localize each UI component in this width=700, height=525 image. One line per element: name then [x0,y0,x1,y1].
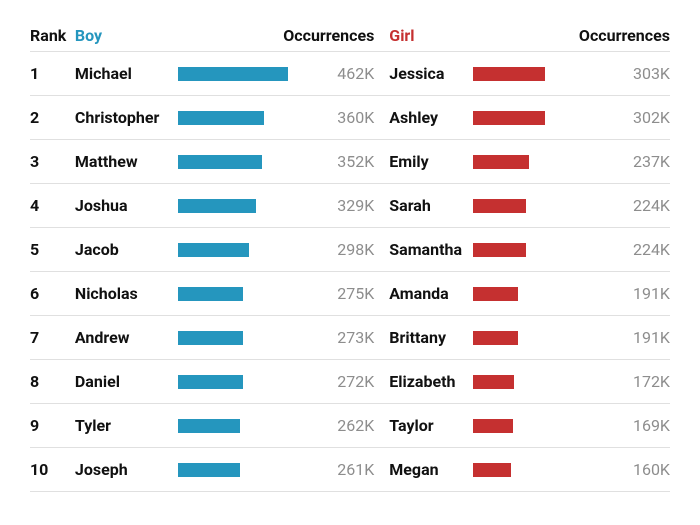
boy-value: 275K [281,284,375,303]
rank-cell: 6 [30,284,75,303]
boy-name: Nicholas [75,284,178,303]
boy-value: 273K [281,328,375,347]
girl-value: 224K [576,196,670,215]
table-row: 4Joshua 329K Sarah 224K [30,184,670,228]
rank-cell: 1 [30,64,75,83]
girl-name: Elizabeth [389,372,473,391]
girl-bar [473,243,576,257]
table-row: 10Joseph 261K Megan 160K [30,448,670,492]
rank-cell: 7 [30,328,75,347]
name-ranking-chart: Rank Boy Occurrences Girl Occurrences 1M… [0,0,700,525]
header-girl: Girl [389,26,473,45]
girl-name: Emily [389,152,473,171]
header-row: Rank Boy Occurrences Girl Occurrences [30,20,670,52]
boy-value: 352K [281,152,375,171]
header-occurrences-boy: Occurrences [281,26,375,45]
girl-value: 302K [576,108,670,127]
rank-cell: 8 [30,372,75,391]
boy-bar [178,375,281,389]
table-row: 3Matthew 352K Emily 237K [30,140,670,184]
girl-name: Sarah [389,196,473,215]
girl-value: 160K [576,460,670,479]
girl-value: 224K [576,240,670,259]
girl-bar [473,155,576,169]
rank-cell: 5 [30,240,75,259]
girl-name: Amanda [389,284,473,303]
table-row: 6Nicholas 275K Amanda 191K [30,272,670,316]
header-occurrences-girl: Occurrences [576,26,670,45]
rank-cell: 2 [30,108,75,127]
table-row: 5Jacob 298K Samantha 224K [30,228,670,272]
boy-value: 462K [281,64,375,83]
table-row: 9Tyler 262K Taylor 169K [30,404,670,448]
table-row: 8Daniel 272K Elizabeth 172K [30,360,670,404]
boy-name: Jacob [75,240,178,259]
boy-name: Christopher [75,108,178,127]
girl-name: Megan [389,460,473,479]
boy-bar [178,155,281,169]
table-row: 7Andrew 273K Brittany 191K [30,316,670,360]
header-rank: Rank [30,26,75,45]
girl-bar [473,331,576,345]
girl-value: 237K [576,152,670,171]
table-row: 1Michael 462K Jessica 303K [30,52,670,96]
girl-name: Ashley [389,108,473,127]
header-boy: Boy [75,26,178,45]
girl-name: Brittany [389,328,473,347]
boy-bar [178,287,281,301]
boy-name: Tyler [75,416,178,435]
girl-name: Taylor [389,416,473,435]
girl-bar [473,375,576,389]
boy-value: 298K [281,240,375,259]
boy-value: 360K [281,108,375,127]
girl-name: Samantha [389,240,473,259]
girl-value: 169K [576,416,670,435]
boy-name: Joseph [75,460,178,479]
girl-value: 172K [576,372,670,391]
girl-name: Jessica [389,64,473,83]
table-row: 2Christopher 360K Ashley 302K [30,96,670,140]
boy-value: 329K [281,196,375,215]
boy-value: 262K [281,416,375,435]
boy-name: Matthew [75,152,178,171]
boy-name: Andrew [75,328,178,347]
boy-bar [178,463,281,477]
girl-value: 191K [576,328,670,347]
boy-value: 272K [281,372,375,391]
girl-bar [473,287,576,301]
girl-bar [473,67,576,81]
girl-bar [473,199,576,213]
boy-bar [178,419,281,433]
boy-bar [178,243,281,257]
girl-bar [473,111,576,125]
boy-bar [178,331,281,345]
rows-container: 1Michael 462K Jessica 303K 2Christopher 360K A… [30,52,670,492]
boy-bar [178,111,281,125]
girl-bar [473,419,576,433]
boy-value: 261K [281,460,375,479]
rank-cell: 4 [30,196,75,215]
boy-name: Joshua [75,196,178,215]
rank-cell: 9 [30,416,75,435]
girl-value: 303K [576,64,670,83]
boy-bar [178,199,281,213]
boy-name: Daniel [75,372,178,391]
boy-name: Michael [75,64,178,83]
girl-value: 191K [576,284,670,303]
rank-cell: 3 [30,152,75,171]
girl-bar [473,463,576,477]
rank-cell: 10 [30,460,75,479]
boy-bar [178,67,281,81]
